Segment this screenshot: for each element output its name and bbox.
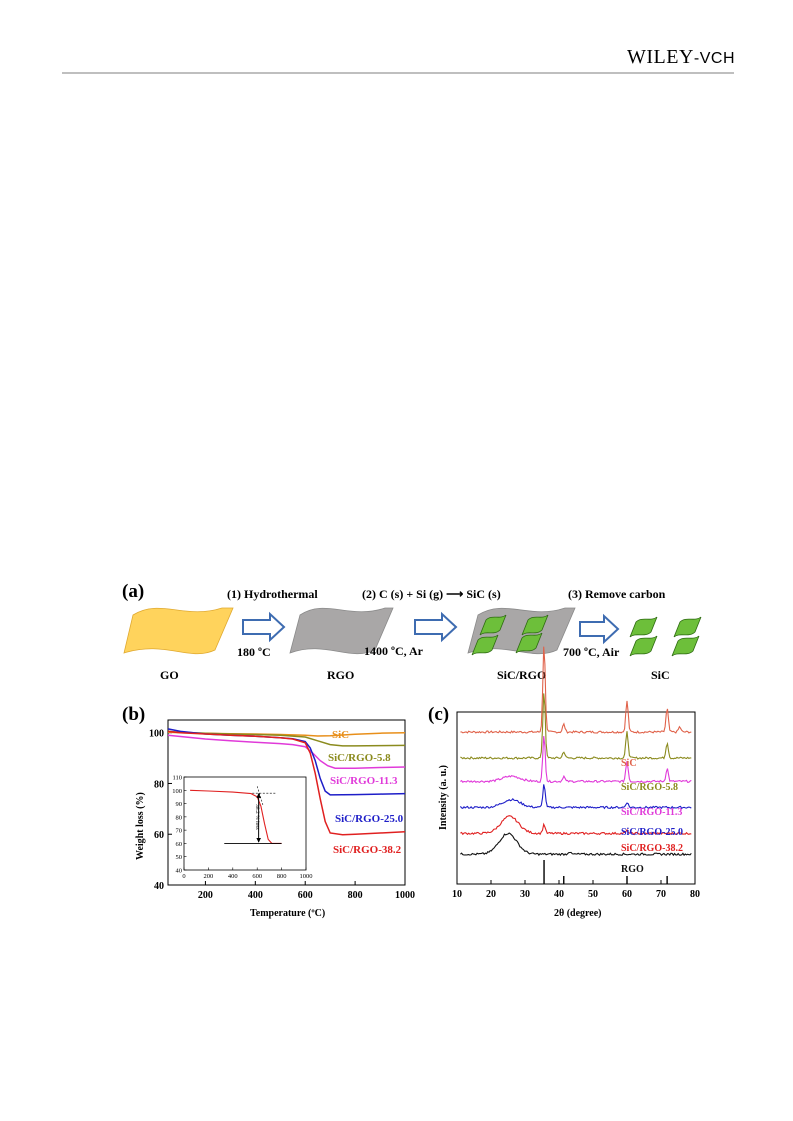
xrd-series-group	[459, 646, 692, 857]
tga-xlabel: Temperature (ºC)	[250, 908, 325, 919]
tga-xtick-label: 200	[198, 890, 213, 901]
inset-xtick-label: 800	[277, 873, 287, 880]
sic-platelets-on-rgo	[471, 614, 549, 656]
xrd-xtick-label: 20	[486, 889, 496, 900]
xrd-series-sic-rgo-5-8	[460, 693, 692, 760]
xrd-xtick-label: 40	[554, 889, 564, 900]
xrd-label-sic: SiC	[621, 758, 637, 769]
go-sheet	[123, 607, 234, 655]
inset-ytick-label: 60	[176, 841, 183, 848]
inset-loss-annotation: 38.2 % loss	[254, 804, 260, 830]
tga-series-sic-rgo-5-8	[167, 730, 406, 747]
arrow-3	[579, 613, 620, 645]
tga-ylabel: Weight loss (%)	[135, 792, 146, 860]
xrd-label-sic-rgo-5-8: SiC/RGO-5.8	[621, 782, 678, 793]
step1-label: (1) Hydrothermal	[227, 587, 318, 601]
panel-b-label: (b)	[122, 704, 145, 725]
xrd-series-rgo	[460, 832, 692, 857]
xrd-xtick-label: 80	[690, 889, 700, 900]
inset-xtick-label: 1000	[300, 873, 313, 880]
xrd-series-sic-rgo-38-2	[460, 815, 692, 836]
xrd-xtick-label: 30	[520, 889, 530, 900]
xrd-series-sic-rgo-25-0	[459, 784, 692, 810]
material-sic-rgo: SiC/RGO	[497, 668, 546, 682]
publisher-main: WILEY	[626, 46, 694, 68]
tga-label-sic-rgo-5-8: SiC/RGO-5.8	[328, 752, 391, 764]
tga-series-sic-rgo-38-2	[167, 730, 406, 836]
xrd-label-sic-rgo-25-0: SiC/RGO-25.0	[621, 827, 683, 838]
tga-ytick-label: 60	[154, 830, 164, 841]
tga-ytick-label: 80	[154, 779, 164, 790]
process-arrows	[242, 611, 620, 645]
xrd-ylabel: Intensity (a. u.)	[438, 765, 449, 830]
tga-plot-frame	[167, 719, 406, 886]
step2-label: (2) C (s) + Si (g) ⟶ SiC (s)	[362, 587, 501, 601]
publisher-logo: WILEY-VCH	[627, 46, 735, 69]
tga-xtick-label: 800	[348, 890, 363, 901]
inset-xtick-label: 400	[228, 873, 238, 880]
inset-ytick-label: 70	[176, 828, 183, 835]
tga-xtick-label: 400	[248, 890, 263, 901]
xrd-label-sic-rgo-38-2: SiC/RGO-38.2	[621, 843, 683, 854]
xrd-series-sic-rgo-11-3	[460, 736, 692, 784]
inset-ytick-label: 50	[176, 854, 183, 861]
xrd-axes: 10 20 30 40 50 60 70 80	[452, 860, 700, 900]
inset-ytick-label: 80	[176, 814, 183, 821]
panel-c-label: (c)	[428, 704, 449, 725]
xrd-xtick-label: 60	[622, 889, 632, 900]
inset-ytick-label: 90	[176, 801, 183, 808]
tga-label-sic-rgo-11-3: SiC/RGO-11.3	[330, 775, 398, 787]
material-rgo: RGO	[327, 668, 354, 682]
material-go: GO	[160, 668, 179, 682]
arrow-1	[242, 611, 286, 643]
tga-xtick-label: 1000	[395, 890, 415, 901]
sic-platelets	[629, 616, 702, 657]
panel-c: (c) 10 20 30 40 50 60 70 80 SiC SiC/RGO-5.8 SiC/R…	[428, 646, 700, 919]
header-rule	[62, 72, 734, 74]
tga-label-sic-rgo-25-0: SiC/RGO-25.0	[335, 813, 404, 825]
xrd-series-labels: SiC SiC/RGO-5.8 SiC/RGO-11.3 SiC/RGO-25.0 Si…	[621, 758, 683, 875]
xrd-xtick-label: 70	[656, 889, 666, 900]
arrow-2	[414, 611, 458, 643]
xrd-label-rgo: RGO	[621, 864, 644, 875]
inset-ytick-label: 40	[176, 868, 183, 875]
inset-xtick-label: 200	[204, 873, 214, 880]
tga-ytick-label: 40	[154, 881, 164, 892]
xrd-plot-frame	[456, 711, 696, 885]
xrd-xtick-label: 50	[588, 889, 598, 900]
tga-ytick-label: 100	[149, 729, 164, 740]
step3-label: (3) Remove carbon	[568, 587, 666, 601]
inset-ytick-label: 100	[172, 788, 182, 795]
publisher-suffix: -VCH	[693, 50, 735, 67]
xrd-xtick-label: 10	[452, 889, 462, 900]
material-sic: SiC	[651, 668, 670, 682]
rgo-sheet	[289, 607, 394, 655]
tga-label-sic-rgo-38-2: SiC/RGO-38.2	[333, 844, 402, 856]
tga-series-sic-rgo-11-3	[167, 734, 406, 769]
panel-a-label: (a)	[122, 581, 144, 602]
xrd-xlabel: 2θ (degree)	[554, 908, 602, 919]
inset-xtick-label: 0	[182, 873, 185, 880]
inset-xtick-label: 600	[252, 873, 262, 880]
step1-condition: 180 ºC	[237, 645, 271, 659]
tga-inset: 0 200 400 600 800 1000 40 50 60 70 80 90 100 110 38.2 …	[172, 775, 312, 881]
xrd-series-sic	[460, 646, 692, 734]
step3-condition: 700 ºC, Air	[563, 645, 620, 659]
tga-label-sic: SiC	[332, 729, 349, 741]
step2-condition: 1400 ºC, Ar	[364, 644, 424, 658]
tga-series-group	[167, 728, 406, 836]
panel-a: (a) (1) Hydrothermal (2) C (s) + Si (g) …	[122, 581, 702, 682]
inset-ytick-label: 110	[172, 775, 182, 782]
tga-inset-frame	[183, 776, 307, 871]
xrd-label-sic-rgo-11-3: SiC/RGO-11.3	[621, 807, 682, 818]
tga-xtick-label: 600	[298, 890, 313, 901]
tga-series-labels: SiC SiC/RGO-5.8 SiC/RGO-11.3 SiC/RGO-25.0 Si…	[328, 729, 404, 856]
